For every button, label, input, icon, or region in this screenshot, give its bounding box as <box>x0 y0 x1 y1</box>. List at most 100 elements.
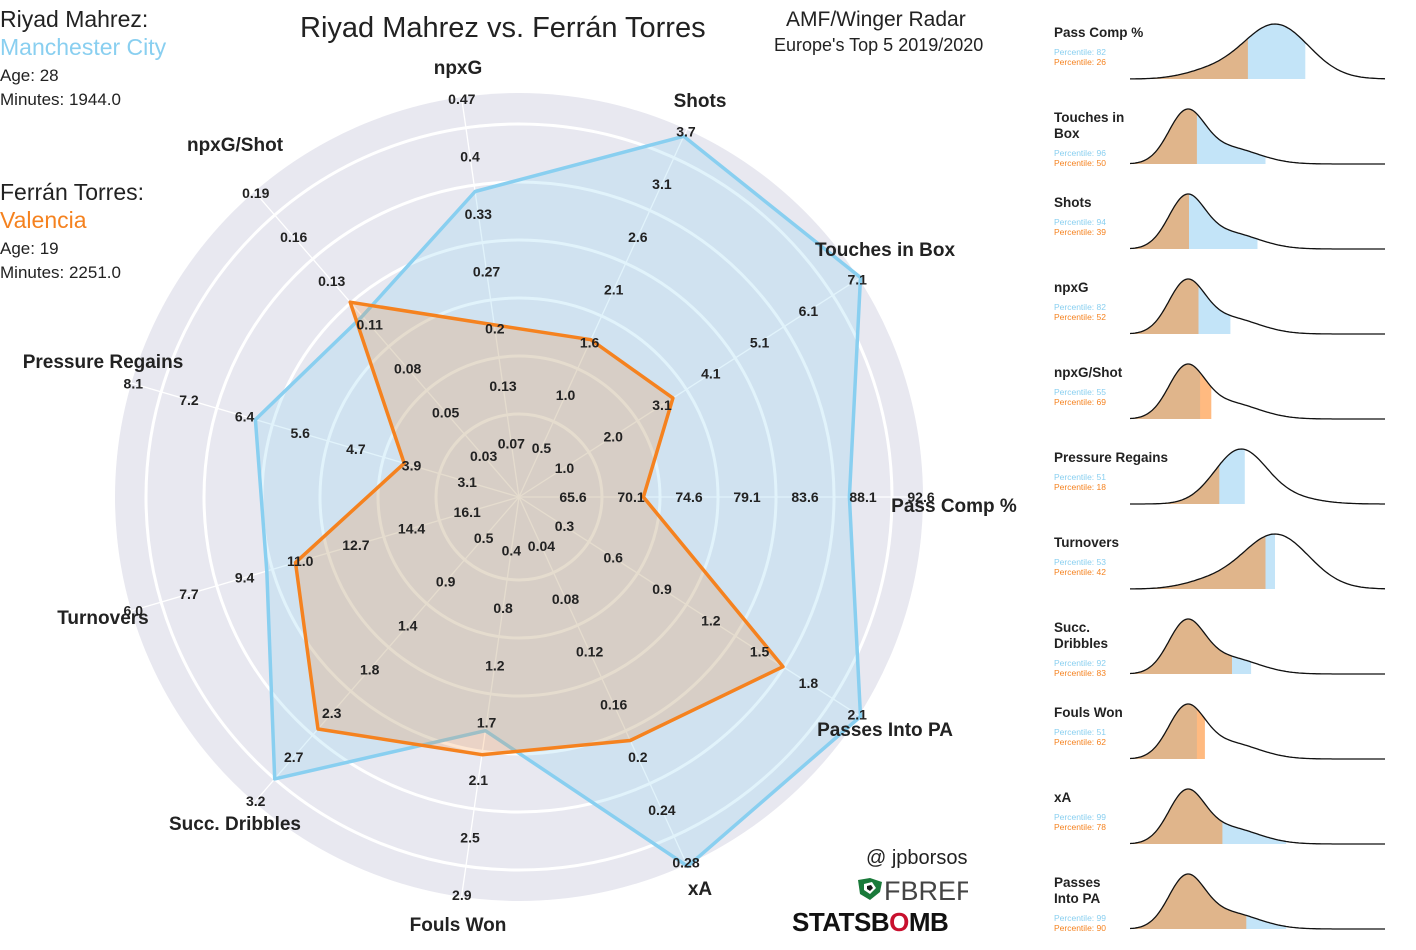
axis-tick-label: 0.11 <box>356 317 383 333</box>
axis-tick-label: 1.7 <box>477 715 497 731</box>
percentile-torres: Percentile: 69 <box>1054 397 1106 407</box>
axis-tick-label: 6.1 <box>799 303 819 319</box>
player1-age: Age: 28 <box>0 66 59 85</box>
axis-tick-label: 70.1 <box>617 489 644 505</box>
chart-title: Riyad Mahrez vs. Ferrán Torres <box>300 12 706 44</box>
density-curve <box>1130 533 1386 590</box>
axis-tick-label: 0.8 <box>493 600 513 616</box>
percentile-mahrez: Percentile: 55 <box>1054 387 1106 397</box>
axis-tick-label: 74.6 <box>675 489 702 505</box>
axis-label: Pass Comp % <box>891 496 1017 517</box>
distribution-panel: Pressure Regains Percentile: 51Percentile… <box>1054 448 1385 505</box>
axis-tick-label: 0.12 <box>576 644 603 660</box>
axis-tick-label: 0.4 <box>460 149 480 165</box>
chart-subtitle-season: Europe's Top 5 2019/2020 <box>774 35 984 55</box>
radar-spoke <box>253 496 520 803</box>
radar-spoke <box>518 278 860 498</box>
axis-tick-label: 12.7 <box>342 537 369 553</box>
radar-spoke <box>131 382 520 498</box>
axis-tick-label: 88.1 <box>849 489 876 505</box>
axis-tick-label: 0.24 <box>648 802 675 818</box>
axis-tick-label: 6.0 <box>124 602 144 618</box>
radar-spoke <box>518 496 860 716</box>
percentile-area-torres <box>1130 874 1247 929</box>
axis-tick-label: 2.6 <box>628 229 648 245</box>
radar-spoke <box>131 496 520 612</box>
percentile-mahrez: Percentile: 96 <box>1054 148 1106 158</box>
axis-tick-label: 0.27 <box>473 263 500 279</box>
percentile-area-torres <box>1130 279 1199 334</box>
percentile-torres: Percentile: 42 <box>1054 567 1106 577</box>
distribution-label: npxG/Shot <box>1054 365 1123 380</box>
percentile-area-overlap <box>1130 364 1201 419</box>
axis-tick-label: 0.9 <box>436 574 456 590</box>
axis-label: Fouls Won <box>410 915 507 936</box>
density-curve <box>1130 23 1386 80</box>
axis-tick-label: 5.1 <box>750 334 770 350</box>
statsbomb-logo: STATSBOMB <box>792 907 949 937</box>
axis-tick-label: 3.2 <box>246 793 266 809</box>
axis-tick-label: 0.9 <box>652 581 672 597</box>
axis-tick-label: 0.6 <box>603 550 623 566</box>
player2-team: Valencia <box>0 207 87 233</box>
axis-tick-label: 9.4 <box>235 570 255 586</box>
author-credit: @ jpborsos <box>866 847 968 869</box>
density-curve <box>1129 703 1385 760</box>
axis-label: Touches in Box <box>815 240 955 261</box>
percentile-torres: Percentile: 90 <box>1054 923 1106 933</box>
axis-tick-label: 2.7 <box>284 749 304 765</box>
percentile-area-mahrez <box>1130 24 1306 79</box>
percentile-area-torres <box>1130 109 1197 164</box>
percentile-torres: Percentile: 39 <box>1054 227 1106 237</box>
axis-tick-label: 4.1 <box>701 366 721 382</box>
axis-tick-label: 2.3 <box>322 705 342 721</box>
percentile-area-mahrez <box>1130 194 1258 249</box>
distribution-label: Pressure Regains <box>1054 450 1168 465</box>
axis-label: Shots <box>674 91 727 112</box>
axis-tick-label: 92.6 <box>907 489 934 505</box>
percentile-area-overlap <box>1130 704 1197 759</box>
player1-team: Manchester City <box>0 34 167 60</box>
radar-spoke <box>518 129 688 498</box>
axis-tick-label: 0.08 <box>394 361 421 377</box>
axis-tick-label: 0.13 <box>489 378 516 394</box>
distribution-label: Touches in <box>1054 110 1124 125</box>
axis-tick-label: 1.6 <box>580 334 600 350</box>
axis-tick-label: 1.4 <box>398 617 418 633</box>
axis-tick-label: 3.1 <box>652 176 672 192</box>
fbref-logo-text: FBREF <box>884 876 968 904</box>
axis-tick-label: 16.1 <box>454 504 481 520</box>
axis-tick-label: 7.1 <box>847 272 867 288</box>
axis-tick-label: 5.6 <box>291 425 311 441</box>
axis-tick-label: 1.8 <box>799 675 819 691</box>
fbref-ball-icon <box>858 878 882 900</box>
axis-tick-label: 65.6 <box>559 489 586 505</box>
percentile-area-torres <box>1130 38 1248 79</box>
axis-tick-label: 3.1 <box>652 397 672 413</box>
axis-tick-label: 8.1 <box>124 376 144 392</box>
density-curve <box>1129 108 1385 165</box>
density-curve <box>1129 788 1385 845</box>
axis-tick-label: 4.7 <box>346 441 366 457</box>
axis-tick-label: 0.16 <box>280 229 307 245</box>
axis-tick-label: 0.47 <box>448 91 475 107</box>
percentile-area-mahrez <box>1130 109 1266 164</box>
distribution-label: npxG <box>1054 280 1089 295</box>
percentile-area-torres <box>1130 465 1220 504</box>
axis-tick-label: 79.1 <box>733 489 760 505</box>
density-curve <box>1129 278 1385 335</box>
axis-tick-label: 0.08 <box>552 591 579 607</box>
axis-tick-label: 14.4 <box>398 521 425 537</box>
percentile-torres: Percentile: 52 <box>1054 312 1106 322</box>
axis-label: npxG <box>434 58 483 79</box>
distribution-label: Box <box>1054 126 1080 141</box>
percentile-mahrez: Percentile: 82 <box>1054 47 1106 57</box>
axis-tick-label: 0.28 <box>672 855 699 871</box>
distribution-label: Shots <box>1054 195 1092 210</box>
axis-tick-label: 6.4 <box>235 408 255 424</box>
percentile-torres: Percentile: 78 <box>1054 822 1106 832</box>
